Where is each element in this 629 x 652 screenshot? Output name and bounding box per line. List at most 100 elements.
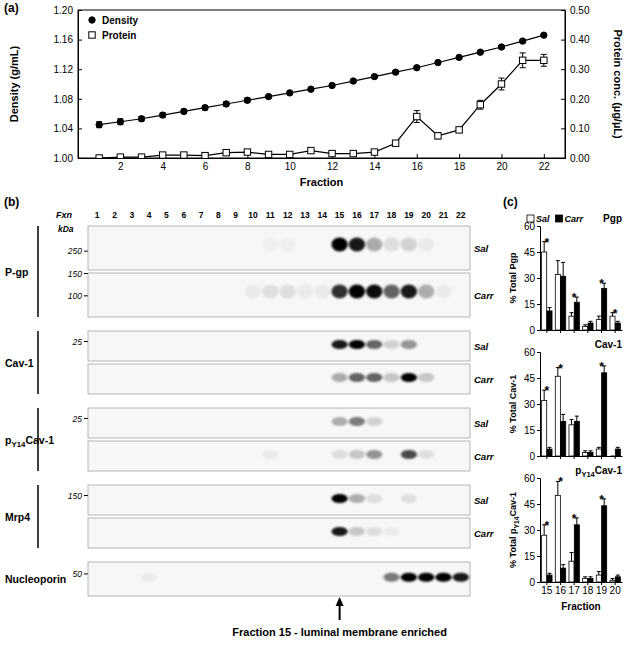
legend-marker <box>89 32 95 38</box>
subscript: Y14 <box>513 516 520 528</box>
blot-label: Mrp4 <box>5 511 30 523</box>
tick: 0 <box>529 451 540 462</box>
lane-number: 8 <box>216 210 221 220</box>
error-bar <box>556 261 560 275</box>
subscript: Y14 <box>11 440 26 449</box>
tick: 0.20 <box>561 94 590 105</box>
axis <box>541 330 623 333</box>
band <box>158 527 174 536</box>
error-bar <box>589 577 593 579</box>
error-bar <box>616 447 620 449</box>
significance-mark: * <box>572 291 577 305</box>
error-bar <box>611 579 615 581</box>
error-bar-cap <box>611 456 615 457</box>
bar-chart: 015304560***% Total Cav-1Cav-1 <box>508 339 623 462</box>
tick-label: 0 <box>529 451 535 462</box>
marker-tick <box>84 273 88 274</box>
tick-label: 0.40 <box>570 34 590 45</box>
tick-label: 0.50 <box>570 5 590 16</box>
band <box>297 373 313 382</box>
error-bar <box>456 128 462 133</box>
error-bar <box>583 577 587 579</box>
tick <box>587 330 588 333</box>
band <box>245 450 261 459</box>
band <box>366 417 382 426</box>
error-bar-cap <box>414 110 420 111</box>
band <box>453 340 469 349</box>
marker <box>138 154 144 158</box>
tick: 1.00 <box>54 153 82 164</box>
condition-label: Sal <box>474 243 489 254</box>
marker <box>414 113 420 119</box>
marker <box>329 82 335 88</box>
band <box>297 237 313 251</box>
tick-mark <box>561 99 565 100</box>
error-bar-cap <box>616 447 620 448</box>
tick-mark <box>537 226 540 227</box>
blot: Nucleoporin50 <box>5 562 470 596</box>
tick-label: 60 <box>524 347 536 358</box>
band <box>383 450 399 459</box>
band <box>158 417 174 426</box>
callout-arrowhead <box>336 597 344 606</box>
axis-line <box>537 353 541 457</box>
tick-label: 14 <box>369 161 381 172</box>
legend-swatch <box>556 215 563 222</box>
band <box>383 373 399 382</box>
band <box>141 340 157 349</box>
band <box>158 237 174 251</box>
bands <box>89 373 469 382</box>
tick-label: 0.30 <box>570 64 590 75</box>
lane-number: 16 <box>352 210 362 220</box>
band <box>245 237 261 251</box>
error-bar-cap <box>583 576 587 577</box>
marker <box>498 81 504 87</box>
marker-tick <box>84 495 88 496</box>
band <box>314 573 330 582</box>
band <box>331 573 347 582</box>
marker <box>414 65 420 71</box>
bar <box>588 579 593 582</box>
marker <box>181 108 187 114</box>
error-bar-cap <box>570 419 574 420</box>
tick: 0 <box>529 577 540 588</box>
band <box>418 373 434 382</box>
significance-mark: * <box>599 360 604 374</box>
blot: Cav-125SalCarr <box>5 331 495 394</box>
error-bar <box>597 572 601 575</box>
marker <box>117 119 123 125</box>
bands <box>89 573 469 582</box>
band <box>280 417 296 426</box>
error-bar-stem <box>563 262 564 276</box>
figure: (a)(b)(c)2468101214161820221.001.041.081… <box>0 0 629 652</box>
band <box>89 527 105 536</box>
tick-mark <box>561 158 565 159</box>
band <box>401 284 417 298</box>
band <box>228 527 244 536</box>
bar <box>547 575 552 582</box>
axis-line <box>79 11 83 159</box>
band <box>89 450 105 459</box>
tick <box>615 330 616 333</box>
band <box>314 237 330 251</box>
tick-mark <box>561 69 565 70</box>
tick-mark <box>537 556 540 557</box>
error-bar <box>561 262 565 276</box>
blot-label: P-gp <box>5 266 28 278</box>
tick-label: 12 <box>327 161 339 172</box>
chart-title: Cav-1 <box>595 339 623 350</box>
tick-mark <box>601 456 602 459</box>
band <box>193 450 209 459</box>
bar <box>542 252 547 330</box>
plot-area <box>542 366 621 456</box>
band <box>401 417 417 426</box>
unit-label: kDa <box>58 224 74 234</box>
bar <box>574 302 579 330</box>
marker <box>96 155 102 158</box>
error-bar-cap <box>597 447 601 448</box>
bands <box>89 527 469 536</box>
error-bar <box>244 98 250 102</box>
axis: 151617181920 <box>541 582 623 596</box>
bar <box>583 453 588 456</box>
band <box>124 494 140 503</box>
